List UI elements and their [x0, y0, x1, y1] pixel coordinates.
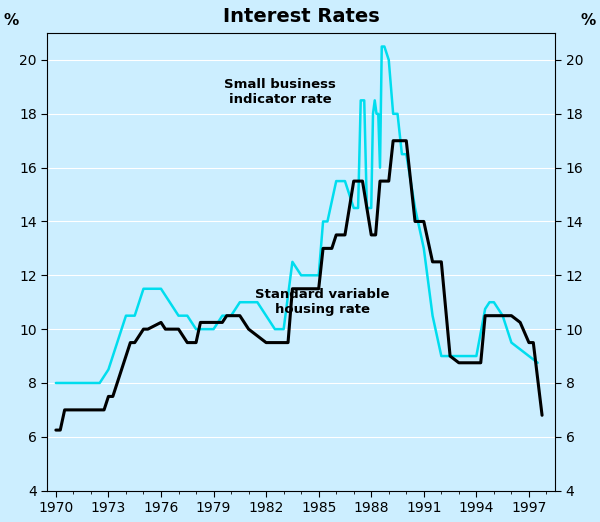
Text: Small business
indicator rate: Small business indicator rate [224, 78, 336, 106]
Text: %: % [4, 14, 19, 29]
Text: %: % [581, 14, 596, 29]
Title: Interest Rates: Interest Rates [223, 7, 380, 26]
Text: Standard variable
housing rate: Standard variable housing rate [255, 288, 389, 316]
